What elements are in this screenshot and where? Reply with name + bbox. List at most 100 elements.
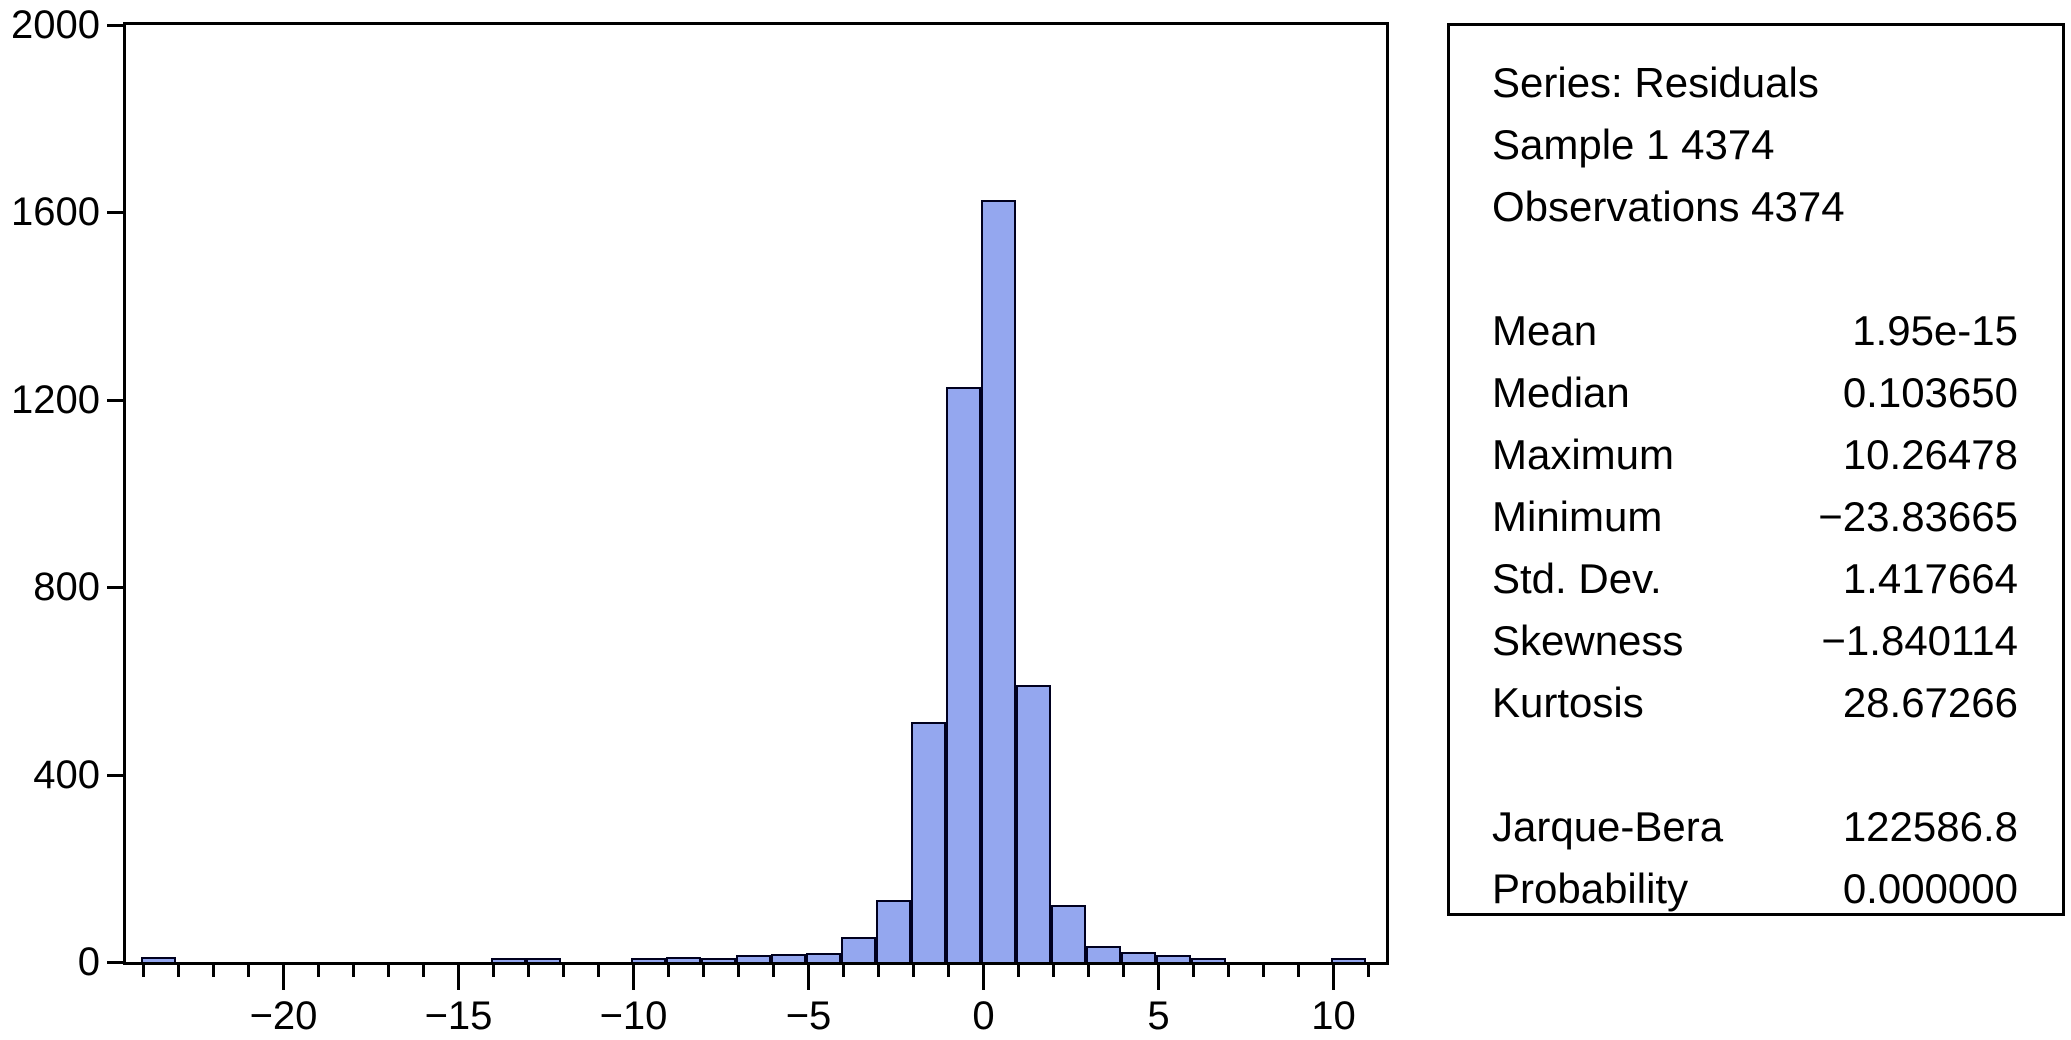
x-axis-minor-tick xyxy=(667,963,670,977)
histogram-bar xyxy=(1120,952,1156,962)
x-axis-label: 10 xyxy=(1311,994,1356,1038)
stat-value: 28.67266 xyxy=(1842,679,2018,726)
x-axis-minor-tick xyxy=(1017,963,1020,977)
x-axis-minor-tick xyxy=(1297,963,1300,977)
x-axis-label: −20 xyxy=(249,994,318,1038)
stat-row: Minimum −23.83665 xyxy=(1492,486,2018,548)
stat-value: 122586.8 xyxy=(1842,803,2018,850)
stat-row: Jarque-Bera 122586.8 xyxy=(1492,796,2018,858)
y-axis-label: 800 xyxy=(33,565,100,610)
x-axis-minor-tick xyxy=(702,963,705,977)
x-axis-minor-tick xyxy=(1052,963,1055,977)
histogram-bars xyxy=(126,25,1386,962)
y-axis-label: 400 xyxy=(33,752,100,797)
x-axis-minor-tick xyxy=(527,963,530,977)
stat-label: Std. Dev. xyxy=(1492,555,1662,602)
x-axis-minor-tick xyxy=(1227,963,1230,977)
stat-label: Skewness xyxy=(1492,617,1684,664)
histogram-bar xyxy=(1330,958,1366,962)
x-axis-label: −5 xyxy=(785,994,832,1038)
y-axis-label: 1600 xyxy=(11,190,100,235)
histogram-bar xyxy=(1085,946,1121,962)
histogram-bar xyxy=(490,957,526,962)
stat-label: Jarque-Bera xyxy=(1492,803,1724,850)
x-axis-minor-tick xyxy=(212,963,215,977)
x-axis-minor-tick xyxy=(1122,963,1125,977)
histogram-bar xyxy=(1190,957,1226,962)
stats-box: Series: Residuals Sample 1 4374 Observat… xyxy=(1447,23,2065,916)
stat-row: Median 0.103650 xyxy=(1492,362,2018,424)
histogram-bar xyxy=(910,722,946,962)
x-axis-minor-tick xyxy=(737,963,740,977)
x-axis-label: 5 xyxy=(1147,994,1170,1038)
histogram-bar xyxy=(1015,684,1051,962)
histogram-bar xyxy=(945,387,981,962)
x-axis-minor-tick xyxy=(247,963,250,977)
x-axis-minor-tick xyxy=(912,963,915,977)
stat-value: −23.83665 xyxy=(1818,493,2018,540)
histogram-bar xyxy=(140,956,176,962)
stat-row: Maximum 10.26478 xyxy=(1492,424,2018,486)
histogram-bar xyxy=(980,200,1016,962)
stat-label: Minimum xyxy=(1492,493,1663,540)
stat-value: −1.840114 xyxy=(1821,617,2018,664)
stat-row: Kurtosis 28.67266 xyxy=(1492,672,2018,734)
x-axis-minor-tick xyxy=(1087,963,1090,977)
x-axis-minor-tick xyxy=(1367,963,1370,977)
stat-label: Median xyxy=(1492,369,1630,416)
stat-label: Mean xyxy=(1492,307,1598,354)
stat-row: Mean 1.95e-15 xyxy=(1492,300,2018,362)
x-axis-major-tick xyxy=(282,963,285,990)
x-axis-minor-tick xyxy=(842,963,845,977)
x-axis-major-tick xyxy=(1332,963,1335,990)
x-axis-label: −15 xyxy=(424,994,493,1038)
stat-value: 0.000000 xyxy=(1842,865,2018,912)
series-title: Series: Residuals xyxy=(1492,59,1819,106)
plot-box xyxy=(123,22,1389,965)
histogram-bar xyxy=(525,958,561,962)
histogram-bar xyxy=(735,955,771,962)
histogram-bar xyxy=(700,958,736,962)
x-axis-minor-tick xyxy=(772,963,775,977)
stat-row: Skewness −1.840114 xyxy=(1492,610,2018,672)
x-axis-minor-tick xyxy=(387,963,390,977)
spacer xyxy=(1492,238,2018,300)
y-axis-label: 2000 xyxy=(11,3,100,47)
y-axis-tick xyxy=(107,398,126,402)
histogram-bar xyxy=(630,957,666,962)
sample-line: Sample 1 4374 xyxy=(1492,121,1775,168)
spacer xyxy=(1492,734,2018,796)
x-axis-minor-tick xyxy=(317,963,320,977)
y-axis-label: 1200 xyxy=(11,377,100,422)
stat-value: 0.103650 xyxy=(1842,369,2018,416)
y-axis-tick xyxy=(107,24,126,27)
test-stats: Jarque-Bera 122586.8 Probability 0.000000 xyxy=(1492,796,2018,920)
x-axis-minor-tick xyxy=(492,963,495,977)
x-axis-minor-tick xyxy=(947,963,950,977)
y-axis-tick xyxy=(107,961,126,964)
x-axis-major-tick xyxy=(457,963,460,990)
histogram-bar xyxy=(840,936,876,962)
histogram-bar xyxy=(805,952,841,962)
histogram-bar xyxy=(1050,905,1086,962)
y-axis-tick xyxy=(107,586,126,590)
x-axis-minor-tick xyxy=(877,963,880,977)
x-axis-minor-tick xyxy=(597,963,600,977)
x-axis-minor-tick xyxy=(562,963,565,977)
histogram-bar xyxy=(875,900,911,962)
stat-value: 10.26478 xyxy=(1842,431,2018,478)
summary-stats: Mean 1.95e-15 Median 0.103650 Maximum 10.2647… xyxy=(1492,300,2018,734)
x-axis-minor-tick xyxy=(422,963,425,977)
x-axis-minor-tick xyxy=(1192,963,1195,977)
x-axis-major-tick xyxy=(1157,963,1160,990)
x-axis-minor-tick xyxy=(352,963,355,977)
observations-line: Observations 4374 xyxy=(1492,183,1845,230)
x-axis-label: −10 xyxy=(599,994,668,1038)
histogram-bar xyxy=(1155,954,1191,962)
y-axis-label: 0 xyxy=(77,940,100,984)
stat-label: Maximum xyxy=(1492,431,1675,478)
stat-value: 1.417664 xyxy=(1842,555,2018,602)
x-axis-label: 0 xyxy=(972,994,995,1038)
x-axis-minor-tick xyxy=(1262,963,1265,977)
